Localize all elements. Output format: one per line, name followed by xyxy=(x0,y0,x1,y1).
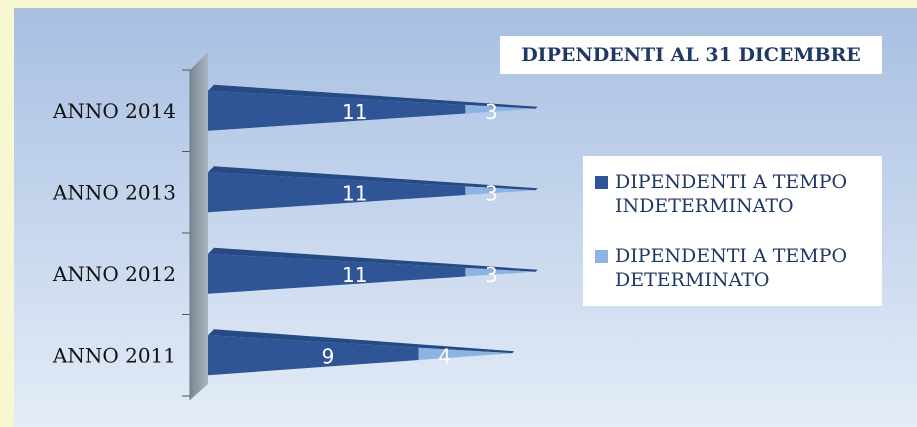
bar-top-face xyxy=(208,166,538,191)
bar-top-face xyxy=(208,247,538,272)
category-label: ANNO 2011 xyxy=(52,343,176,367)
legend-label-determinato: DIPENDENTI A TEMPO DETERMINATO xyxy=(615,245,848,291)
legend-label-indeterminato: DIPENDENTI A TEMPO INDETERMINATO xyxy=(615,171,848,217)
bar-top-face xyxy=(208,329,515,354)
bar-segment-determinato xyxy=(418,347,513,361)
data-label-determinato: 3 xyxy=(485,263,498,287)
category-label: ANNO 2014 xyxy=(52,99,176,123)
bar-segment-indeterminato xyxy=(208,253,466,294)
bar-segment-indeterminato xyxy=(208,172,466,213)
axis-wall xyxy=(190,52,208,400)
bar-segment-determinato xyxy=(465,104,536,114)
legend: DIPENDENTI A TEMPO INDETERMINATO DIPENDE… xyxy=(583,156,882,306)
bar-segment-determinato xyxy=(465,186,536,195)
bar-top-face xyxy=(208,84,538,109)
data-label-indeterminato: 11 xyxy=(342,100,367,124)
data-label-indeterminato: 11 xyxy=(342,263,367,287)
bar-segment-indeterminato xyxy=(208,90,466,131)
data-label-determinato: 3 xyxy=(485,100,498,124)
category-label: ANNO 2013 xyxy=(52,180,176,204)
chart-title: DIPENDENTI AL 31 DICEMBRE xyxy=(500,36,882,74)
data-label-determinato: 4 xyxy=(438,344,451,368)
data-label-indeterminato: 11 xyxy=(342,181,367,205)
data-label-indeterminato: 9 xyxy=(322,344,335,368)
legend-swatch-indeterminato xyxy=(595,176,608,189)
data-label-determinato: 3 xyxy=(485,181,498,205)
category-label: ANNO 2012 xyxy=(52,262,176,286)
bar-segment-determinato xyxy=(465,267,536,277)
bar-segment-indeterminato xyxy=(208,335,419,376)
legend-swatch-determinato xyxy=(595,250,608,263)
